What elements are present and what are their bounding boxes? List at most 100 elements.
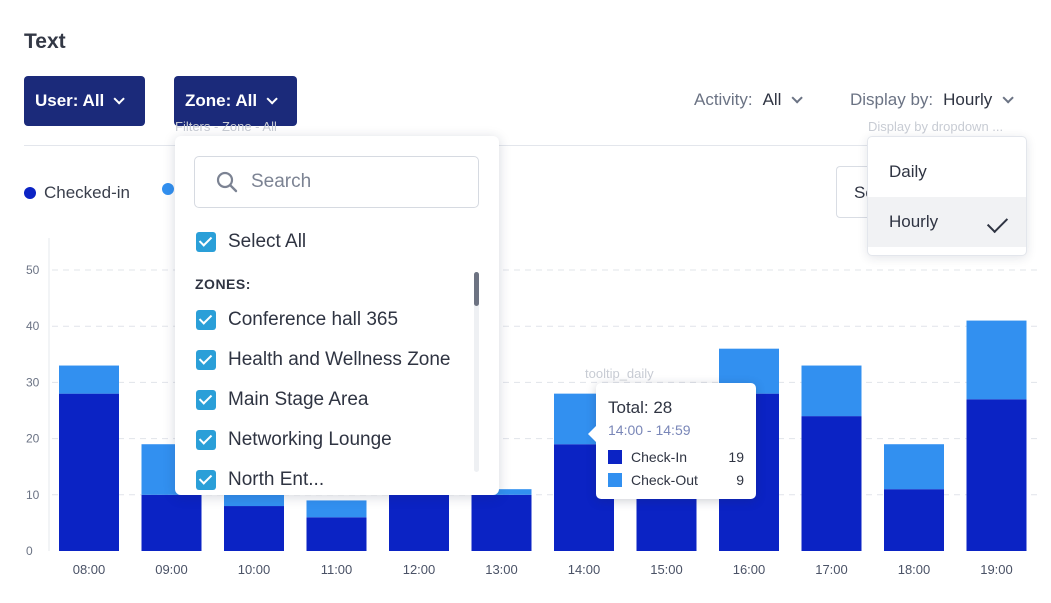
tooltip-range: 14:00 - 14:59 <box>608 422 691 438</box>
bar-segment <box>636 489 697 551</box>
zone-option[interactable]: Health and Wellness Zone <box>196 349 451 371</box>
zone-filter-button[interactable]: Zone: All <box>174 76 297 126</box>
zone-option[interactable]: Networking Lounge <box>196 429 392 451</box>
display-by-label: Display by: <box>850 90 934 109</box>
zone-option[interactable]: Conference hall 365 <box>196 309 398 331</box>
bar-segment <box>306 500 367 518</box>
chevron-down-icon <box>1002 92 1015 104</box>
tooltip-row-check-in: Check-In 19 <box>608 449 744 465</box>
search-icon <box>216 171 238 193</box>
display-option-label: Daily <box>889 162 927 181</box>
scrollbar-thumb[interactable] <box>474 272 479 306</box>
tooltip-caption: tooltip_daily <box>585 366 654 381</box>
checkbox-checked-icon[interactable] <box>196 232 216 252</box>
display-option-label: Hourly <box>889 212 939 231</box>
y-tick-label: 40 <box>26 319 40 333</box>
checkbox-checked-icon[interactable] <box>196 350 216 370</box>
bar-segment <box>471 489 532 495</box>
zone-option-label: Main Stage Area <box>228 389 369 410</box>
chevron-down-icon <box>791 92 804 104</box>
bar-segment <box>884 489 944 551</box>
bar-segment <box>966 320 1027 400</box>
zones-heading: ZONES: <box>195 276 251 292</box>
tooltip-total: Total: 28 <box>608 398 673 417</box>
display-option-hourly[interactable]: Hourly <box>868 197 1026 247</box>
checkmark-icon <box>986 211 1009 234</box>
bar-segment <box>801 365 862 417</box>
zone-dropdown: Select All ZONES: Conference hall 365 He… <box>175 136 499 495</box>
activity-filter-label: Activity: <box>694 90 753 109</box>
zone-option-label: Conference hall 365 <box>228 309 399 330</box>
user-filter-button[interactable]: User: All <box>24 76 145 126</box>
x-tick-label: 09:00 <box>155 562 188 577</box>
x-tick-label: 15:00 <box>650 562 683 577</box>
display-by-dropdown: Daily Hourly <box>867 136 1027 256</box>
checkbox-checked-icon[interactable] <box>196 470 216 490</box>
chevron-down-icon <box>266 93 278 105</box>
y-tick-label: 20 <box>26 432 40 446</box>
bar-segment <box>224 494 284 507</box>
x-tick-label: 10:00 <box>238 562 271 577</box>
x-tick-label: 11:00 <box>321 562 353 577</box>
x-tick-label: 18:00 <box>898 562 931 577</box>
page-title: Text <box>24 30 66 53</box>
legend-item-checked-in: Checked-in <box>24 183 130 203</box>
tooltip-row-value: 9 <box>736 472 744 488</box>
chevron-down-icon <box>113 93 126 105</box>
display-by-value: Hourly <box>943 90 993 109</box>
tooltip-row-label: Check-In <box>631 449 688 465</box>
bar-segment <box>224 506 284 551</box>
bar-chart: 0 10 20 30 40 50 08:00 09:00 10:00 11:00 12:00 13:0… <box>26 238 1040 577</box>
bar-segment <box>884 444 944 490</box>
y-tick-label: 50 <box>26 263 40 277</box>
bar-segment <box>966 399 1027 551</box>
legend-swatch <box>162 183 174 195</box>
user-filter-label: User: All <box>35 91 105 110</box>
x-tick-label: 12:00 <box>403 562 436 577</box>
tooltip-row-value: 19 <box>728 449 744 465</box>
header-divider <box>24 145 1027 146</box>
x-tick-label: 08:00 <box>73 562 106 577</box>
search-input[interactable] <box>251 171 471 193</box>
x-tick-label: 14:00 <box>568 562 601 577</box>
bar-segment <box>141 494 202 551</box>
legend-item-checked-out <box>162 183 182 195</box>
chart-tooltip: Total: 28 14:00 - 14:59 Check-In 19 Chec… <box>588 383 756 499</box>
activity-filter[interactable]: Activity: All <box>694 90 804 110</box>
legend-swatch <box>24 187 36 199</box>
zone-option[interactable]: North Ent... <box>196 469 324 491</box>
y-tick-label: 10 <box>26 488 40 502</box>
x-tick-label: 16:00 <box>733 562 766 577</box>
bar-segment <box>306 517 367 551</box>
zone-option-label: Health and Wellness Zone <box>228 349 451 370</box>
display-by-caption: Display by dropdown ... <box>868 119 1004 134</box>
tooltip-row-check-out: Check-Out 9 <box>608 472 744 488</box>
display-by-filter[interactable]: Display by: Hourly <box>850 90 1015 110</box>
bar-segment <box>471 494 532 551</box>
tooltip-row-label: Check-Out <box>631 472 698 488</box>
checkbox-checked-icon[interactable] <box>196 310 216 330</box>
zone-option[interactable]: Main Stage Area <box>196 389 368 411</box>
select-all-label: Select All <box>228 231 307 252</box>
legend-label: Checked-in <box>44 183 130 202</box>
zone-option-label: Networking Lounge <box>228 429 392 450</box>
select-all-checkbox[interactable]: Select All <box>196 231 306 253</box>
zone-search[interactable] <box>194 156 479 208</box>
checkbox-checked-icon[interactable] <box>196 430 216 450</box>
tooltip-swatch <box>608 473 622 487</box>
x-tick-label: 13:00 <box>485 562 518 577</box>
activity-filter-value: All <box>762 90 782 109</box>
bar-segment <box>59 365 119 394</box>
x-tick-label: 17:00 <box>815 562 848 577</box>
y-tick-label: 0 <box>26 544 33 558</box>
bar-segment <box>59 393 119 551</box>
x-tick-label: 19:00 <box>980 562 1013 577</box>
zone-list-scrollbar[interactable] <box>474 272 479 472</box>
bar-segment <box>389 494 449 551</box>
display-option-daily[interactable]: Daily <box>868 147 1026 197</box>
bar-segment <box>801 416 862 551</box>
zone-filter-caption: Filters - Zone - All <box>175 119 277 134</box>
tooltip-swatch <box>608 450 622 464</box>
checkbox-checked-icon[interactable] <box>196 390 216 410</box>
y-tick-label: 30 <box>26 375 40 389</box>
